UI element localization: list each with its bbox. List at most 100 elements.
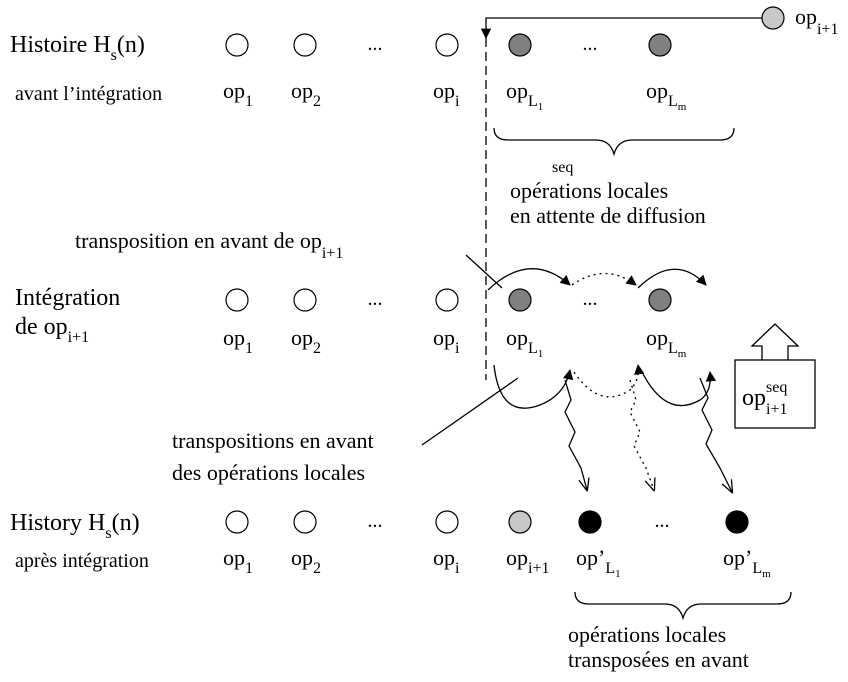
transpose-arrow — [487, 268, 571, 291]
op-label: ’ — [598, 545, 605, 570]
row-subtitle: après intégration — [15, 550, 149, 572]
row-subtitle: i+1 — [68, 329, 89, 346]
loop-arrow — [493, 364, 574, 409]
op-label: 1 — [245, 560, 253, 577]
op-label: L — [668, 93, 678, 110]
op-circle — [725, 510, 749, 534]
op-label: m — [678, 348, 687, 360]
pointer-line — [421, 377, 519, 446]
ellipsis: ... — [583, 33, 598, 55]
op-circle — [648, 288, 672, 312]
op-label: seq — [766, 379, 787, 396]
row-title: History H — [10, 510, 105, 536]
op-label: 2 — [313, 93, 321, 110]
annotation: transposées en avant — [568, 647, 749, 672]
ellipsis: ... — [368, 33, 383, 55]
op-label: op — [291, 78, 313, 103]
op-label: op — [646, 325, 668, 350]
op-label: op — [795, 4, 817, 29]
incoming-arrow — [480, 17, 762, 40]
op-circle — [508, 510, 532, 534]
row-title: (n) — [117, 32, 145, 58]
op-circle — [225, 33, 249, 57]
op-label: i — [455, 560, 460, 577]
op-label: 1 — [538, 101, 544, 113]
op-label: 1 — [615, 568, 621, 580]
op-label: op — [433, 325, 455, 350]
op-label: 2 — [313, 560, 321, 577]
op-label: op — [506, 78, 528, 103]
op-label: op — [291, 545, 313, 570]
op-label: i+1 — [817, 21, 838, 38]
annotation: i+1 — [322, 245, 343, 262]
op-label: 1 — [538, 348, 544, 360]
transpose-arrow — [571, 272, 637, 286]
ellipsis: ... — [655, 510, 670, 532]
transpose-arrow — [637, 268, 707, 289]
annotation: transpositions en avant — [172, 428, 374, 453]
op-label: m — [762, 568, 771, 580]
brace — [493, 127, 735, 157]
brace — [574, 591, 792, 621]
op-label: op — [646, 78, 668, 103]
op-circle — [293, 510, 317, 534]
op-label: L — [605, 560, 615, 577]
loop-arrow — [573, 363, 645, 398]
row-title: Intégration — [15, 285, 120, 311]
op-circle — [648, 33, 672, 57]
connectors — [421, 17, 816, 621]
op-circle — [435, 510, 459, 534]
row-subtitle: de op — [15, 314, 68, 340]
op-label: m — [678, 101, 687, 113]
row-title: (n) — [112, 510, 140, 536]
row-subtitle: avant l’intégration — [15, 83, 162, 105]
op-label: L — [528, 93, 538, 110]
op-label: op — [433, 545, 455, 570]
op-label: L — [528, 340, 538, 357]
op-circle — [508, 288, 532, 312]
ellipsis: ... — [368, 510, 383, 532]
wavy-arrow — [564, 379, 587, 490]
wavy-arrow — [699, 377, 732, 492]
op-label: 1 — [245, 340, 253, 357]
wavy-arrow — [629, 379, 654, 490]
op-label: op — [291, 325, 313, 350]
op-circle — [225, 288, 249, 312]
op-circle — [225, 510, 249, 534]
op-circle — [578, 510, 602, 534]
annotation: opérations locales — [510, 178, 668, 203]
op-label: op — [223, 78, 245, 103]
op-circle — [435, 288, 459, 312]
op-label: 1 — [245, 93, 253, 110]
op-label: op — [506, 545, 528, 570]
op-label: op — [223, 325, 245, 350]
op-label: i — [455, 93, 460, 110]
loop-arrow — [639, 367, 717, 407]
op-circle — [435, 33, 459, 57]
hollow-up-arrow — [750, 323, 800, 360]
op-label: i+1 — [766, 401, 787, 418]
op-circle — [508, 33, 532, 57]
row-title: Histoire H — [10, 32, 111, 58]
op-label: ’ — [745, 545, 752, 570]
row-title: s — [105, 525, 111, 542]
op-label: L — [668, 340, 678, 357]
op-label: 2 — [313, 340, 321, 357]
op-label: op — [223, 545, 245, 570]
op-circle — [761, 6, 785, 30]
op-circle — [293, 288, 317, 312]
op-label: op — [742, 385, 766, 411]
annotation: des opérations locales — [172, 460, 365, 485]
annotation: transposition en avant de op — [75, 228, 322, 253]
op-label: i — [455, 340, 460, 357]
op-label: op — [576, 545, 598, 570]
annotation: opérations locales — [568, 622, 726, 647]
op-label: op — [433, 78, 455, 103]
annotation: en attente de diffusion — [510, 203, 706, 228]
op-label: i+1 — [528, 560, 549, 577]
row-title: s — [111, 47, 117, 64]
op-label: op — [723, 545, 745, 570]
brace-label: seq — [552, 159, 573, 176]
ellipsis: ... — [583, 288, 598, 310]
